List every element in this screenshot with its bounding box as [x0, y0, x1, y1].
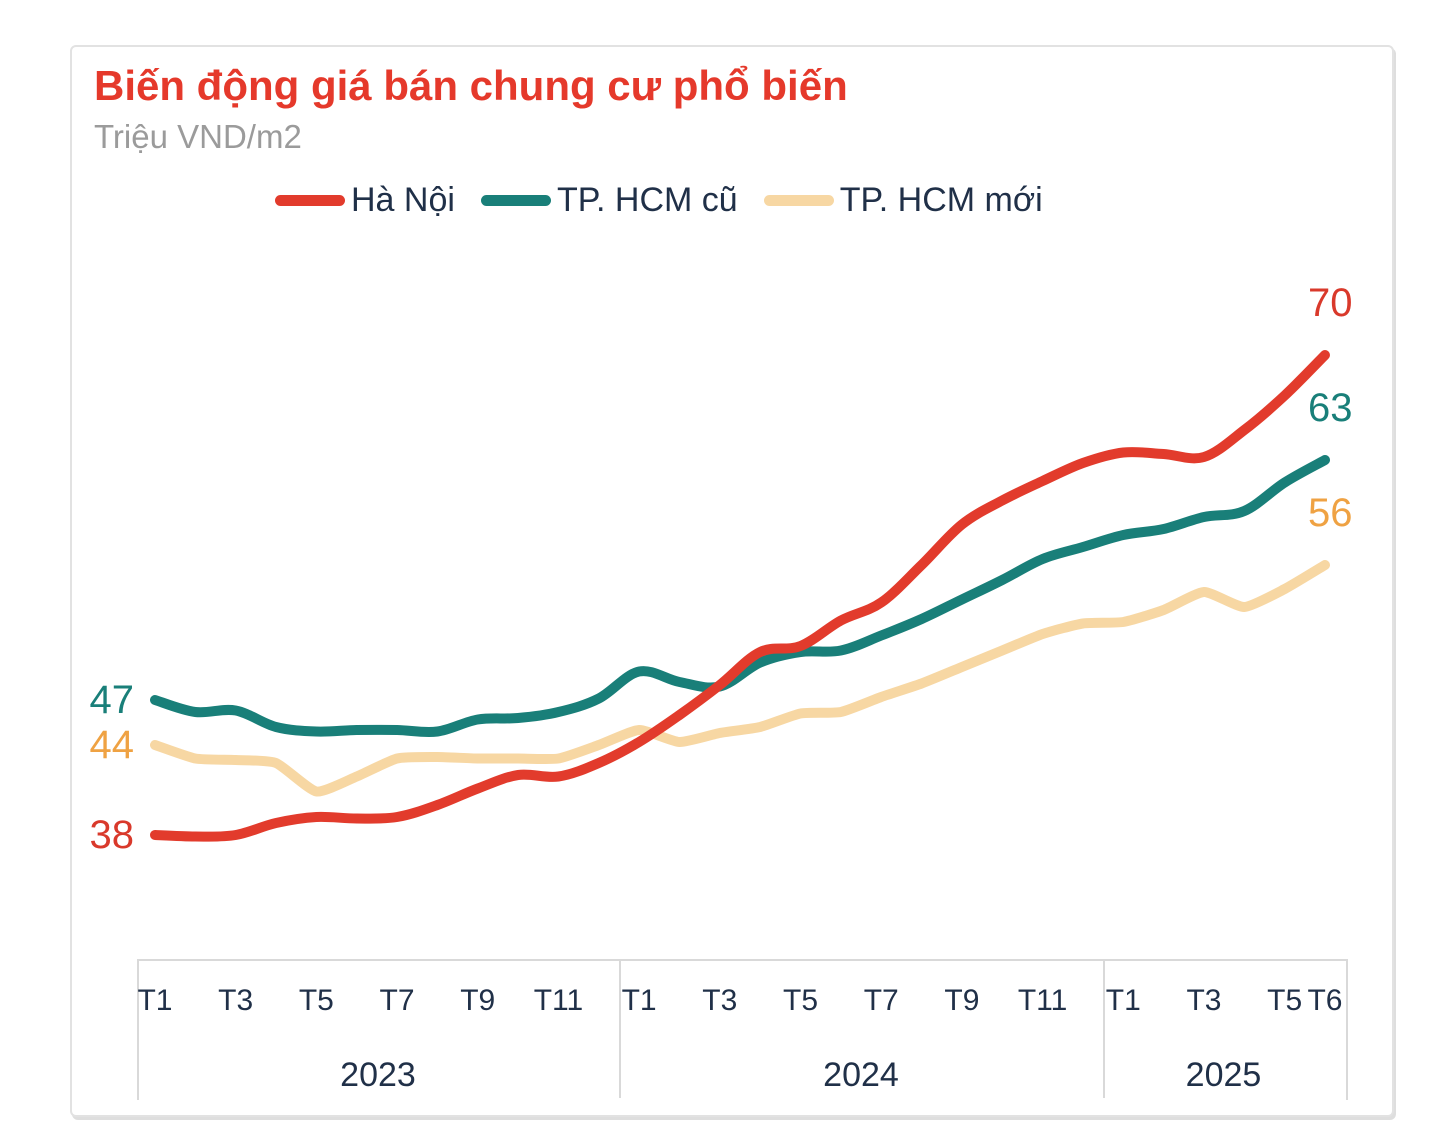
- x-tick-2025-T3: T3: [1186, 984, 1222, 1017]
- start-value-label-ha-noi: 38: [89, 813, 135, 857]
- x-tick-2023-T3: T3: [218, 984, 254, 1017]
- x-tick-2023-T7: T7: [379, 984, 415, 1017]
- start-value-label-tp-hcm-moi: 44: [89, 723, 135, 767]
- legend-label: Hà Nội: [351, 180, 455, 219]
- x-axis-box: [137, 959, 1348, 1100]
- x-tick-2025-T5: T5: [1267, 984, 1303, 1017]
- legend-item-tp-hcm-moi: TP. HCM mới: [763, 180, 1043, 220]
- year-label-2025: 2025: [1185, 1056, 1262, 1094]
- x-tick-2023-T9: T9: [460, 984, 496, 1017]
- chart-title: Biến động giá bán chung cư phổ biến: [94, 62, 848, 109]
- x-tick-2025-T1: T1: [1105, 984, 1141, 1017]
- legend-item-ha-noi: Hà Nội: [275, 181, 455, 220]
- x-tick-2025-T6: T6: [1307, 984, 1343, 1017]
- legend-swatch-cream-icon: [763, 194, 834, 206]
- x-tick-2024-T9: T9: [944, 984, 980, 1017]
- year-divider-2023-2024: [619, 959, 621, 1098]
- legend-label: TP. HCM cũ: [556, 180, 738, 219]
- start-value-label-tp-hcm-cu: 47: [89, 678, 135, 722]
- legend-swatch-teal-icon: [480, 194, 551, 206]
- x-tick-2024-T1: T1: [621, 984, 657, 1017]
- end-value-label-ha-noi: 70: [1308, 281, 1353, 325]
- x-tick-2024-T11: T11: [1017, 984, 1068, 1017]
- legend-label: TP. HCM mới: [839, 180, 1043, 219]
- x-tick-2023-T11: T11: [533, 984, 584, 1017]
- end-value-label-tp-hcm-cu: 63: [1308, 386, 1353, 430]
- chart-unit-subtitle: Triệu VND/m2: [94, 118, 302, 155]
- x-tick-2024-T5: T5: [783, 984, 819, 1017]
- x-tick-2024-T3: T3: [702, 984, 738, 1017]
- end-value-label-tp-hcm-moi: 56: [1308, 491, 1353, 535]
- x-tick-2023-T5: T5: [298, 984, 334, 1017]
- legend-item-tp-hcm-cu: TP. HCM cũ: [480, 180, 738, 220]
- x-tick-2023-T1: T1: [137, 984, 173, 1017]
- x-tick-2024-T7: T7: [863, 984, 899, 1017]
- year-label-2024: 2024: [823, 1056, 899, 1094]
- legend: Hà Nội TP. HCM cũ TP. HCM mới: [275, 178, 1043, 222]
- legend-swatch-red-icon: [275, 194, 345, 206]
- year-label-2023: 2023: [340, 1056, 416, 1094]
- year-divider-2024-2025: [1103, 959, 1105, 1098]
